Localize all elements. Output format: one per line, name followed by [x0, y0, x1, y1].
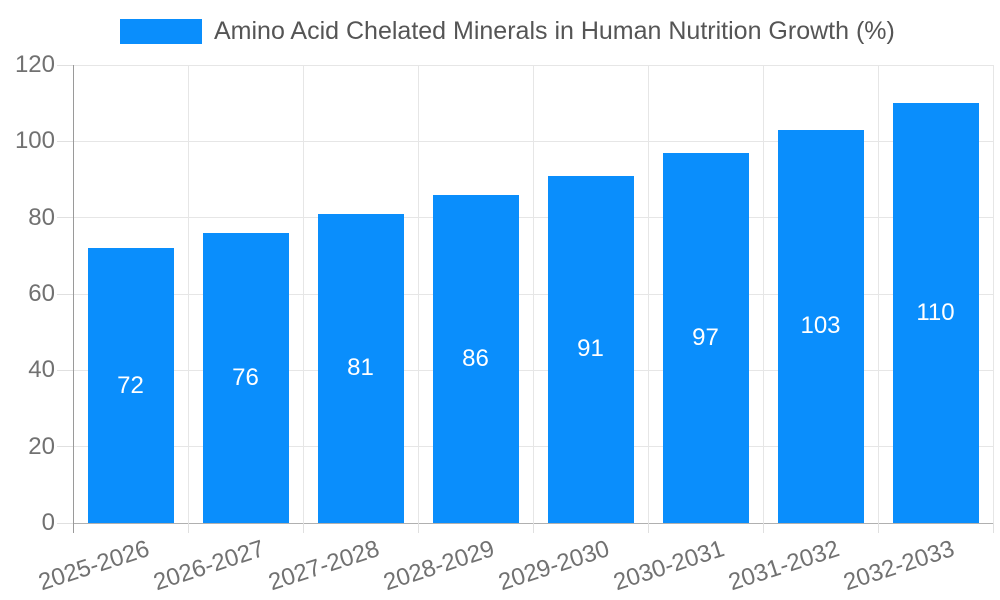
y-axis-tick: [57, 140, 73, 142]
bar-2030-2031[interactable]: 97: [662, 152, 749, 523]
y-axis-tick: [57, 217, 73, 219]
x-axis-tick-label: 2032-2033: [839, 535, 958, 597]
x-axis-tick-label: 2025-2026: [34, 535, 153, 597]
y-axis-tick-label: 0: [41, 509, 55, 536]
y-axis-tick: [57, 522, 73, 524]
x-gridline: [532, 65, 534, 523]
legend-swatch: [120, 18, 202, 44]
x-axis-tick-label: 2026-2027: [149, 535, 268, 597]
bar-2028-2029[interactable]: 86: [432, 194, 519, 523]
bar-value-label: 91: [577, 335, 604, 363]
bar-value-label: 86: [462, 344, 489, 372]
bar-2025-2026[interactable]: 72: [87, 248, 174, 523]
x-gridline: [302, 65, 304, 523]
y-axis-tick-label: 80: [28, 203, 55, 231]
x-axis-tick: [417, 523, 419, 533]
legend-label: Amino Acid Chelated Minerals in Human Nu…: [214, 17, 895, 45]
bar-2032-2033[interactable]: 110: [892, 103, 979, 523]
x-gridline: [877, 65, 879, 523]
x-axis-tick: [532, 523, 534, 533]
x-axis-tick: [877, 523, 879, 533]
x-axis-tick-label: 2031-2032: [724, 535, 843, 597]
x-axis-tick-label: 2030-2031: [609, 535, 728, 597]
x-axis-tick: [762, 523, 764, 533]
y-axis-tick-label: 120: [14, 51, 55, 78]
bar-value-label: 110: [916, 299, 955, 327]
x-axis-tick: [992, 523, 994, 533]
bar-2031-2032[interactable]: 103: [777, 129, 864, 523]
y-axis-tick: [57, 293, 73, 295]
y-axis-tick-label: 20: [28, 432, 55, 460]
bar-2027-2028[interactable]: 81: [317, 213, 404, 523]
x-gridline: [417, 65, 419, 523]
x-axis-tick-label: 2029-2030: [494, 535, 613, 597]
x-axis-tick: [647, 523, 649, 533]
bar-value-label: 97: [692, 323, 719, 351]
legend[interactable]: Amino Acid Chelated Minerals in Human Nu…: [120, 17, 895, 45]
x-gridline: [762, 65, 764, 523]
bar-2029-2030[interactable]: 91: [547, 175, 634, 523]
y-axis-tick: [57, 64, 73, 66]
y-axis-line: [72, 65, 74, 523]
y-axis-tick: [57, 446, 73, 448]
y-axis-tick-label: 60: [28, 280, 55, 307]
bar-value-label: 72: [117, 371, 144, 399]
x-axis-tick: [187, 523, 189, 533]
bar-value-label: 103: [800, 312, 841, 340]
bar-value-label: 76: [232, 363, 259, 391]
x-axis-tick-label: 2028-2029: [379, 535, 498, 597]
x-axis-tick: [72, 523, 74, 533]
x-gridline: [992, 65, 994, 523]
x-axis-tick-label: 2027-2028: [264, 535, 383, 597]
bar-value-label: 81: [347, 354, 374, 382]
x-gridline: [187, 65, 189, 523]
x-gridline: [647, 65, 649, 523]
x-axis-tick: [302, 523, 304, 533]
y-axis-tick-label: 100: [14, 127, 55, 155]
y-axis-tick: [57, 369, 73, 371]
bar-2026-2027[interactable]: 76: [202, 232, 289, 523]
y-axis-tick-label: 40: [28, 356, 55, 384]
